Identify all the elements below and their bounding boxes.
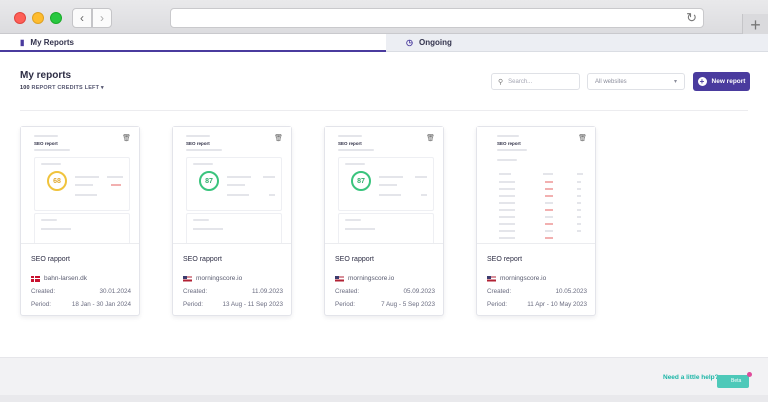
- score-gauge: 87: [199, 171, 219, 191]
- credits-dropdown[interactable]: 100 REPORT CREDITS LEFT ▾: [20, 85, 104, 91]
- search-placeholder: Search...: [508, 78, 533, 85]
- site-url: morningscore.io: [500, 275, 547, 282]
- notification-dot: [747, 372, 752, 377]
- trash-icon[interactable]: 🗑: [578, 135, 587, 142]
- help-link[interactable]: Need a little help?: [663, 374, 719, 381]
- period-row: Period: 13 Aug - 11 Sep 2023: [183, 301, 283, 308]
- caret-down-icon: ▾: [673, 79, 677, 85]
- thumbnail-title: SEO report: [186, 141, 210, 146]
- trash-icon[interactable]: 🗑: [122, 135, 131, 142]
- trash-icon[interactable]: 🗑: [274, 135, 283, 142]
- new-tab-button[interactable]: +: [742, 14, 768, 36]
- created-label: Created:: [31, 288, 56, 295]
- clock-icon: ◷: [406, 38, 413, 47]
- thumbnail-title: SEO report: [338, 141, 362, 146]
- search-icon: ⚲: [498, 78, 504, 86]
- created-label: Created:: [335, 288, 360, 295]
- website-select-value: All websites: [595, 78, 627, 85]
- period-label: Period:: [335, 301, 355, 308]
- flag-us-icon: [183, 275, 192, 282]
- help-button-label: Beta: [731, 378, 742, 384]
- created-row: Created: 05.09.2023: [335, 288, 435, 295]
- period-label: Period:: [31, 301, 51, 308]
- score-gauge: 87: [351, 171, 371, 191]
- created-row: Created: 10.05.2023: [487, 288, 587, 295]
- report-site: morningscore.io: [183, 275, 242, 282]
- report-site: morningscore.io: [487, 275, 546, 282]
- report-card[interactable]: 🗑 SEO report 87 SEO rapport morningscore…: [172, 126, 292, 316]
- search-input[interactable]: ⚲ Search...: [491, 73, 580, 90]
- address-bar[interactable]: ↻: [170, 8, 704, 28]
- website-select[interactable]: All websites ▾: [587, 73, 685, 90]
- report-name: SEO rapport: [335, 256, 374, 263]
- plus-icon: +: [697, 77, 707, 86]
- minimize-window-button[interactable]: [32, 12, 44, 24]
- score-gauge: 68: [47, 171, 67, 191]
- report-site: bahn-larsen.dk: [31, 275, 87, 282]
- created-date: 30.01.2024: [99, 288, 131, 295]
- tab-ongoing[interactable]: ◷ Ongoing: [386, 34, 768, 52]
- chevron-left-icon: ‹: [80, 11, 84, 25]
- credits-count: 100: [20, 85, 30, 91]
- thumbnail-title: SEO report: [497, 141, 521, 146]
- period-row: Period: 11 Apr - 10 May 2023: [487, 301, 587, 308]
- flag-us-icon: [487, 275, 496, 282]
- report-card[interactable]: 🗑 SEO report SEO report morningscore.io …: [476, 126, 596, 316]
- period-row: Period: 7 Aug - 5 Sep 2023: [335, 301, 435, 308]
- page-title: My reports: [20, 70, 72, 81]
- reports-panel: My reports 100 REPORT CREDITS LEFT ▾ ⚲ S…: [0, 52, 768, 358]
- new-report-button[interactable]: + New report: [693, 72, 750, 91]
- flag-dk-icon: [31, 275, 40, 282]
- page-bottom: [0, 395, 768, 402]
- site-url: morningscore.io: [196, 275, 243, 282]
- report-thumbnail: 🗑 SEO report: [477, 127, 595, 244]
- created-date: 11.09.2023: [251, 288, 283, 295]
- created-label: Created:: [487, 288, 512, 295]
- report-name: SEO rapport: [31, 256, 70, 263]
- plus-icon: +: [750, 14, 761, 35]
- flag-us-icon: [335, 275, 344, 282]
- thumbnail-title: SEO report: [34, 141, 58, 146]
- created-date: 10.05.2023: [555, 288, 587, 295]
- period-value: 7 Aug - 5 Sep 2023: [381, 301, 435, 308]
- new-report-label: New report: [711, 78, 746, 85]
- help-button[interactable]: Beta: [717, 375, 749, 388]
- period-row: Period: 18 Jan - 30 Jan 2024: [31, 301, 131, 308]
- created-label: Created:: [183, 288, 208, 295]
- created-row: Created: 30.01.2024: [31, 288, 131, 295]
- tab-my-reports[interactable]: ▮ My Reports: [0, 34, 386, 52]
- browser-toolbar: ‹ › ↻ +: [0, 0, 768, 36]
- report-site: morningscore.io: [335, 275, 394, 282]
- reload-icon[interactable]: ↻: [686, 10, 697, 25]
- report-thumbnail: 🗑 SEO report 87: [325, 127, 443, 244]
- trash-icon[interactable]: 🗑: [426, 135, 435, 142]
- back-button[interactable]: ‹: [72, 8, 92, 28]
- period-label: Period:: [183, 301, 203, 308]
- created-date: 05.09.2023: [403, 288, 435, 295]
- created-row: Created: 11.09.2023: [183, 288, 283, 295]
- forward-button[interactable]: ›: [92, 8, 112, 28]
- maximize-window-button[interactable]: [50, 12, 62, 24]
- report-card[interactable]: 🗑 SEO report 68 SEO rapport bahn-larsen.…: [20, 126, 140, 316]
- document-icon: ▮: [20, 37, 25, 47]
- credits-label: REPORT CREDITS LEFT: [31, 85, 100, 91]
- period-label: Period:: [487, 301, 507, 308]
- report-thumbnail: 🗑 SEO report 68: [21, 127, 139, 244]
- caret-down-icon: ▾: [100, 85, 104, 91]
- tab-label: Ongoing: [418, 38, 452, 47]
- period-value: 11 Apr - 10 May 2023: [527, 301, 587, 308]
- tab-label: My Reports: [30, 37, 74, 47]
- close-window-button[interactable]: [14, 12, 26, 24]
- site-url: bahn-larsen.dk: [44, 275, 87, 282]
- report-name: SEO rapport: [183, 256, 222, 263]
- report-thumbnail: 🗑 SEO report 87: [173, 127, 291, 244]
- period-value: 18 Jan - 30 Jan 2024: [71, 301, 131, 308]
- divider: [20, 110, 748, 111]
- report-tabs: ▮ My Reports ◷ Ongoing: [0, 34, 768, 52]
- report-name: SEO report: [487, 256, 523, 263]
- site-url: morningscore.io: [348, 275, 395, 282]
- period-value: 13 Aug - 11 Sep 2023: [222, 301, 283, 308]
- chevron-right-icon: ›: [100, 11, 104, 25]
- report-card[interactable]: 🗑 SEO report 87 SEO rapport morningscore…: [324, 126, 444, 316]
